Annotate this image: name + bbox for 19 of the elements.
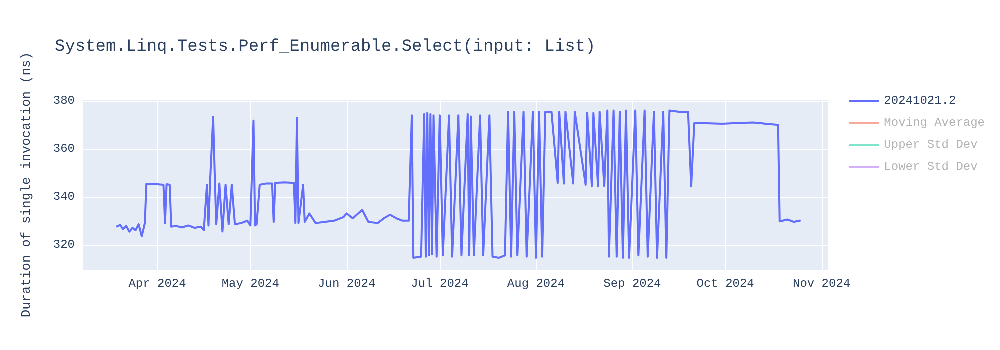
legend-label: Lower Std Dev	[884, 160, 978, 174]
legend-label: Moving Average	[884, 116, 986, 130]
x-tick-label: Aug 2024	[507, 277, 566, 291]
chart-title: System.Linq.Tests.Perf_Enumerable.Select(input: List)	[55, 38, 596, 57]
y-axis-title: Duration of single invocation (ns)	[19, 52, 34, 318]
x-tick-label: Nov 2024	[792, 277, 851, 291]
legend-label: Upper Std Dev	[884, 138, 978, 152]
y-tick-label: 380	[53, 94, 75, 108]
x-tick-label: May 2024	[222, 277, 280, 291]
x-tick-label: Oct 2024	[696, 277, 754, 291]
y-tick-label: 320	[53, 238, 75, 252]
y-tick-label: 340	[53, 190, 75, 204]
y-tick-label: 360	[53, 142, 75, 156]
x-tick-label: Sep 2024	[604, 277, 662, 291]
legend-label: 20241021.2	[884, 94, 956, 108]
line-series	[116, 110, 802, 260]
x-tick-label: Jun 2024	[318, 277, 376, 291]
x-tick-label: Apr 2024	[128, 277, 186, 291]
x-tick-label: Jul 2024	[411, 277, 469, 291]
